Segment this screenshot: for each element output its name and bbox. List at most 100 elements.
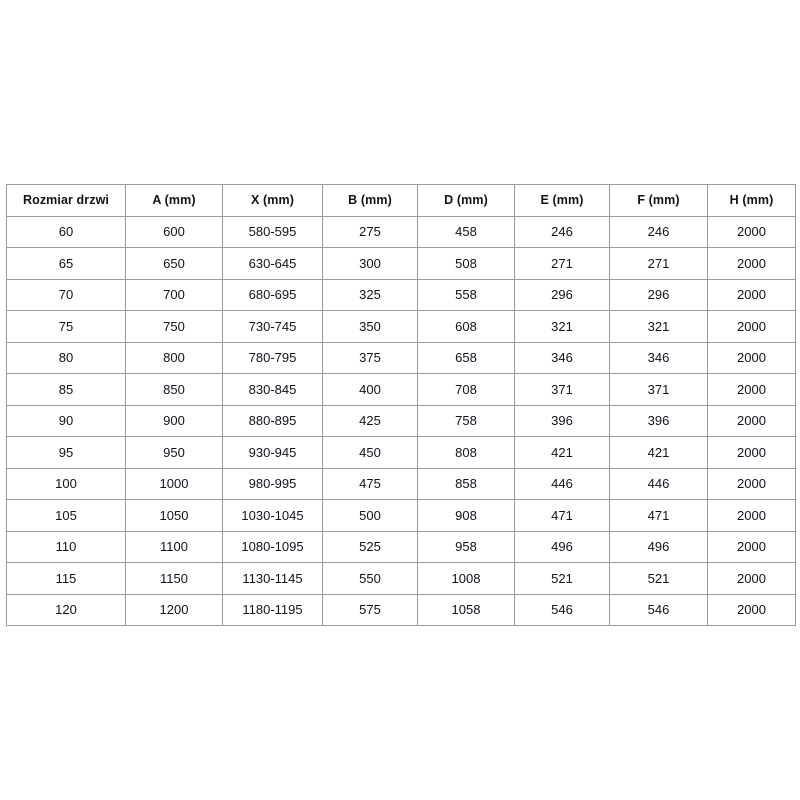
- table-cell-r3-c4: 608: [417, 310, 515, 343]
- table-cell-r8-c7: 2000: [707, 467, 796, 500]
- table-cell-r1-c7: 2000: [707, 247, 796, 280]
- table-cell-r9-c3: 500: [322, 499, 418, 532]
- table-cell-r7-c4: 808: [417, 436, 515, 469]
- table-cell-r4-c2: 780-795: [222, 341, 323, 374]
- table-cell-r12-c4: 1058: [417, 593, 515, 626]
- table-cell-r0-c6: 246: [609, 215, 708, 248]
- table-cell-r7-c6: 421: [609, 436, 708, 469]
- table-cell-r0-c5: 246: [514, 215, 610, 248]
- table-cell-r0-c3: 275: [322, 215, 418, 248]
- column-header-6: F (mm): [609, 184, 708, 217]
- table-cell-r7-c2: 930-945: [222, 436, 323, 469]
- table-cell-r11-c0: 115: [6, 562, 126, 595]
- table-cell-r6-c0: 90: [6, 404, 126, 437]
- table-cell-r10-c3: 525: [322, 530, 418, 563]
- table-cell-r6-c4: 758: [417, 404, 515, 437]
- table-cell-r6-c6: 396: [609, 404, 708, 437]
- column-header-3: B (mm): [322, 184, 418, 217]
- table-cell-r8-c2: 980-995: [222, 467, 323, 500]
- column-header-0: Rozmiar drzwi: [6, 184, 126, 217]
- table-row: 90 900 880-895 425 758 396 396 2000: [6, 404, 796, 437]
- table-row: 85 850 830-845 400 708 371 371 2000: [6, 373, 796, 406]
- table-cell-r11-c7: 2000: [707, 562, 796, 595]
- table-header: Rozmiar drzwi A (mm) X (mm) B (mm) D (mm) E (…: [6, 184, 796, 217]
- table-cell-r5-c5: 371: [514, 373, 610, 406]
- table-cell-r6-c5: 396: [514, 404, 610, 437]
- table-cell-r1-c3: 300: [322, 247, 418, 280]
- table-cell-r3-c1: 750: [125, 310, 223, 343]
- table-cell-r11-c1: 1150: [125, 562, 223, 595]
- table-cell-r3-c5: 321: [514, 310, 610, 343]
- table-cell-r12-c2: 1180-1195: [222, 593, 323, 626]
- table-cell-r7-c1: 950: [125, 436, 223, 469]
- table-cell-r12-c5: 546: [514, 593, 610, 626]
- table-cell-r10-c1: 1100: [125, 530, 223, 563]
- table-cell-r7-c5: 421: [514, 436, 610, 469]
- table-cell-r10-c5: 496: [514, 530, 610, 563]
- table-cell-r2-c1: 700: [125, 278, 223, 311]
- table-cell-r9-c0: 105: [6, 499, 126, 532]
- table-cell-r1-c2: 630-645: [222, 247, 323, 280]
- table-row: 110 1100 1080-1095 525 958 496 496 2000: [6, 530, 796, 563]
- table-cell-r6-c3: 425: [322, 404, 418, 437]
- table-cell-r10-c7: 2000: [707, 530, 796, 563]
- table-cell-r3-c6: 321: [609, 310, 708, 343]
- table-cell-r12-c0: 120: [6, 593, 126, 626]
- table-cell-r5-c7: 2000: [707, 373, 796, 406]
- table-cell-r4-c1: 800: [125, 341, 223, 374]
- table-row: 105 1050 1030-1045 500 908 471 471 2000: [6, 499, 796, 532]
- table-row: 60 600 580-595 275 458 246 246 2000: [6, 215, 796, 248]
- table-cell-r11-c3: 550: [322, 562, 418, 595]
- table-cell-r0-c0: 60: [6, 215, 126, 248]
- table-cell-r5-c4: 708: [417, 373, 515, 406]
- table-cell-r9-c6: 471: [609, 499, 708, 532]
- table-cell-r12-c6: 546: [609, 593, 708, 626]
- table-row: 115 1150 1130-1145 550 1008 521 521 2000: [6, 562, 796, 595]
- table-cell-r10-c2: 1080-1095: [222, 530, 323, 563]
- table-cell-r6-c1: 900: [125, 404, 223, 437]
- table-cell-r8-c3: 475: [322, 467, 418, 500]
- table-row: 65 650 630-645 300 508 271 271 2000: [6, 247, 796, 280]
- table-body: 60 600 580-595 275 458 246 246 2000 65 650 630-645…: [6, 215, 796, 626]
- table-cell-r11-c6: 521: [609, 562, 708, 595]
- column-header-2: X (mm): [222, 184, 323, 217]
- shower-door-dimensions-table: Rozmiar drzwi A (mm) X (mm) B (mm) D (mm) E (…: [6, 184, 796, 626]
- column-header-1: A (mm): [125, 184, 223, 217]
- table-cell-r1-c5: 271: [514, 247, 610, 280]
- table-cell-r3-c7: 2000: [707, 310, 796, 343]
- table-cell-r12-c1: 1200: [125, 593, 223, 626]
- table-row: 75 750 730-745 350 608 321 321 2000: [6, 310, 796, 343]
- table-cell-r11-c2: 1130-1145: [222, 562, 323, 595]
- table-cell-r0-c1: 600: [125, 215, 223, 248]
- table-cell-r7-c3: 450: [322, 436, 418, 469]
- table-cell-r8-c0: 100: [6, 467, 126, 500]
- table-cell-r2-c2: 680-695: [222, 278, 323, 311]
- table-cell-r0-c2: 580-595: [222, 215, 323, 248]
- table-cell-r7-c0: 95: [6, 436, 126, 469]
- table-cell-r2-c5: 296: [514, 278, 610, 311]
- table-cell-r5-c2: 830-845: [222, 373, 323, 406]
- table-row: 70 700 680-695 325 558 296 296 2000: [6, 278, 796, 311]
- table-cell-r3-c2: 730-745: [222, 310, 323, 343]
- table-cell-r1-c6: 271: [609, 247, 708, 280]
- table-cell-r0-c4: 458: [417, 215, 515, 248]
- table-cell-r4-c0: 80: [6, 341, 126, 374]
- table-cell-r1-c1: 650: [125, 247, 223, 280]
- table-cell-r1-c4: 508: [417, 247, 515, 280]
- column-header-7: H (mm): [707, 184, 796, 217]
- table-cell-r8-c6: 446: [609, 467, 708, 500]
- table-cell-r6-c2: 880-895: [222, 404, 323, 437]
- table-row: 100 1000 980-995 475 858 446 446 2000: [6, 467, 796, 500]
- table-cell-r11-c5: 521: [514, 562, 610, 595]
- table-cell-r3-c3: 350: [322, 310, 418, 343]
- column-header-4: D (mm): [417, 184, 515, 217]
- table-cell-r6-c7: 2000: [707, 404, 796, 437]
- table-cell-r5-c3: 400: [322, 373, 418, 406]
- table-cell-r12-c3: 575: [322, 593, 418, 626]
- table-cell-r5-c1: 850: [125, 373, 223, 406]
- table-cell-r2-c7: 2000: [707, 278, 796, 311]
- table-row: 120 1200 1180-1195 575 1058 546 546 2000: [6, 593, 796, 626]
- table-cell-r2-c4: 558: [417, 278, 515, 311]
- table-cell-r5-c6: 371: [609, 373, 708, 406]
